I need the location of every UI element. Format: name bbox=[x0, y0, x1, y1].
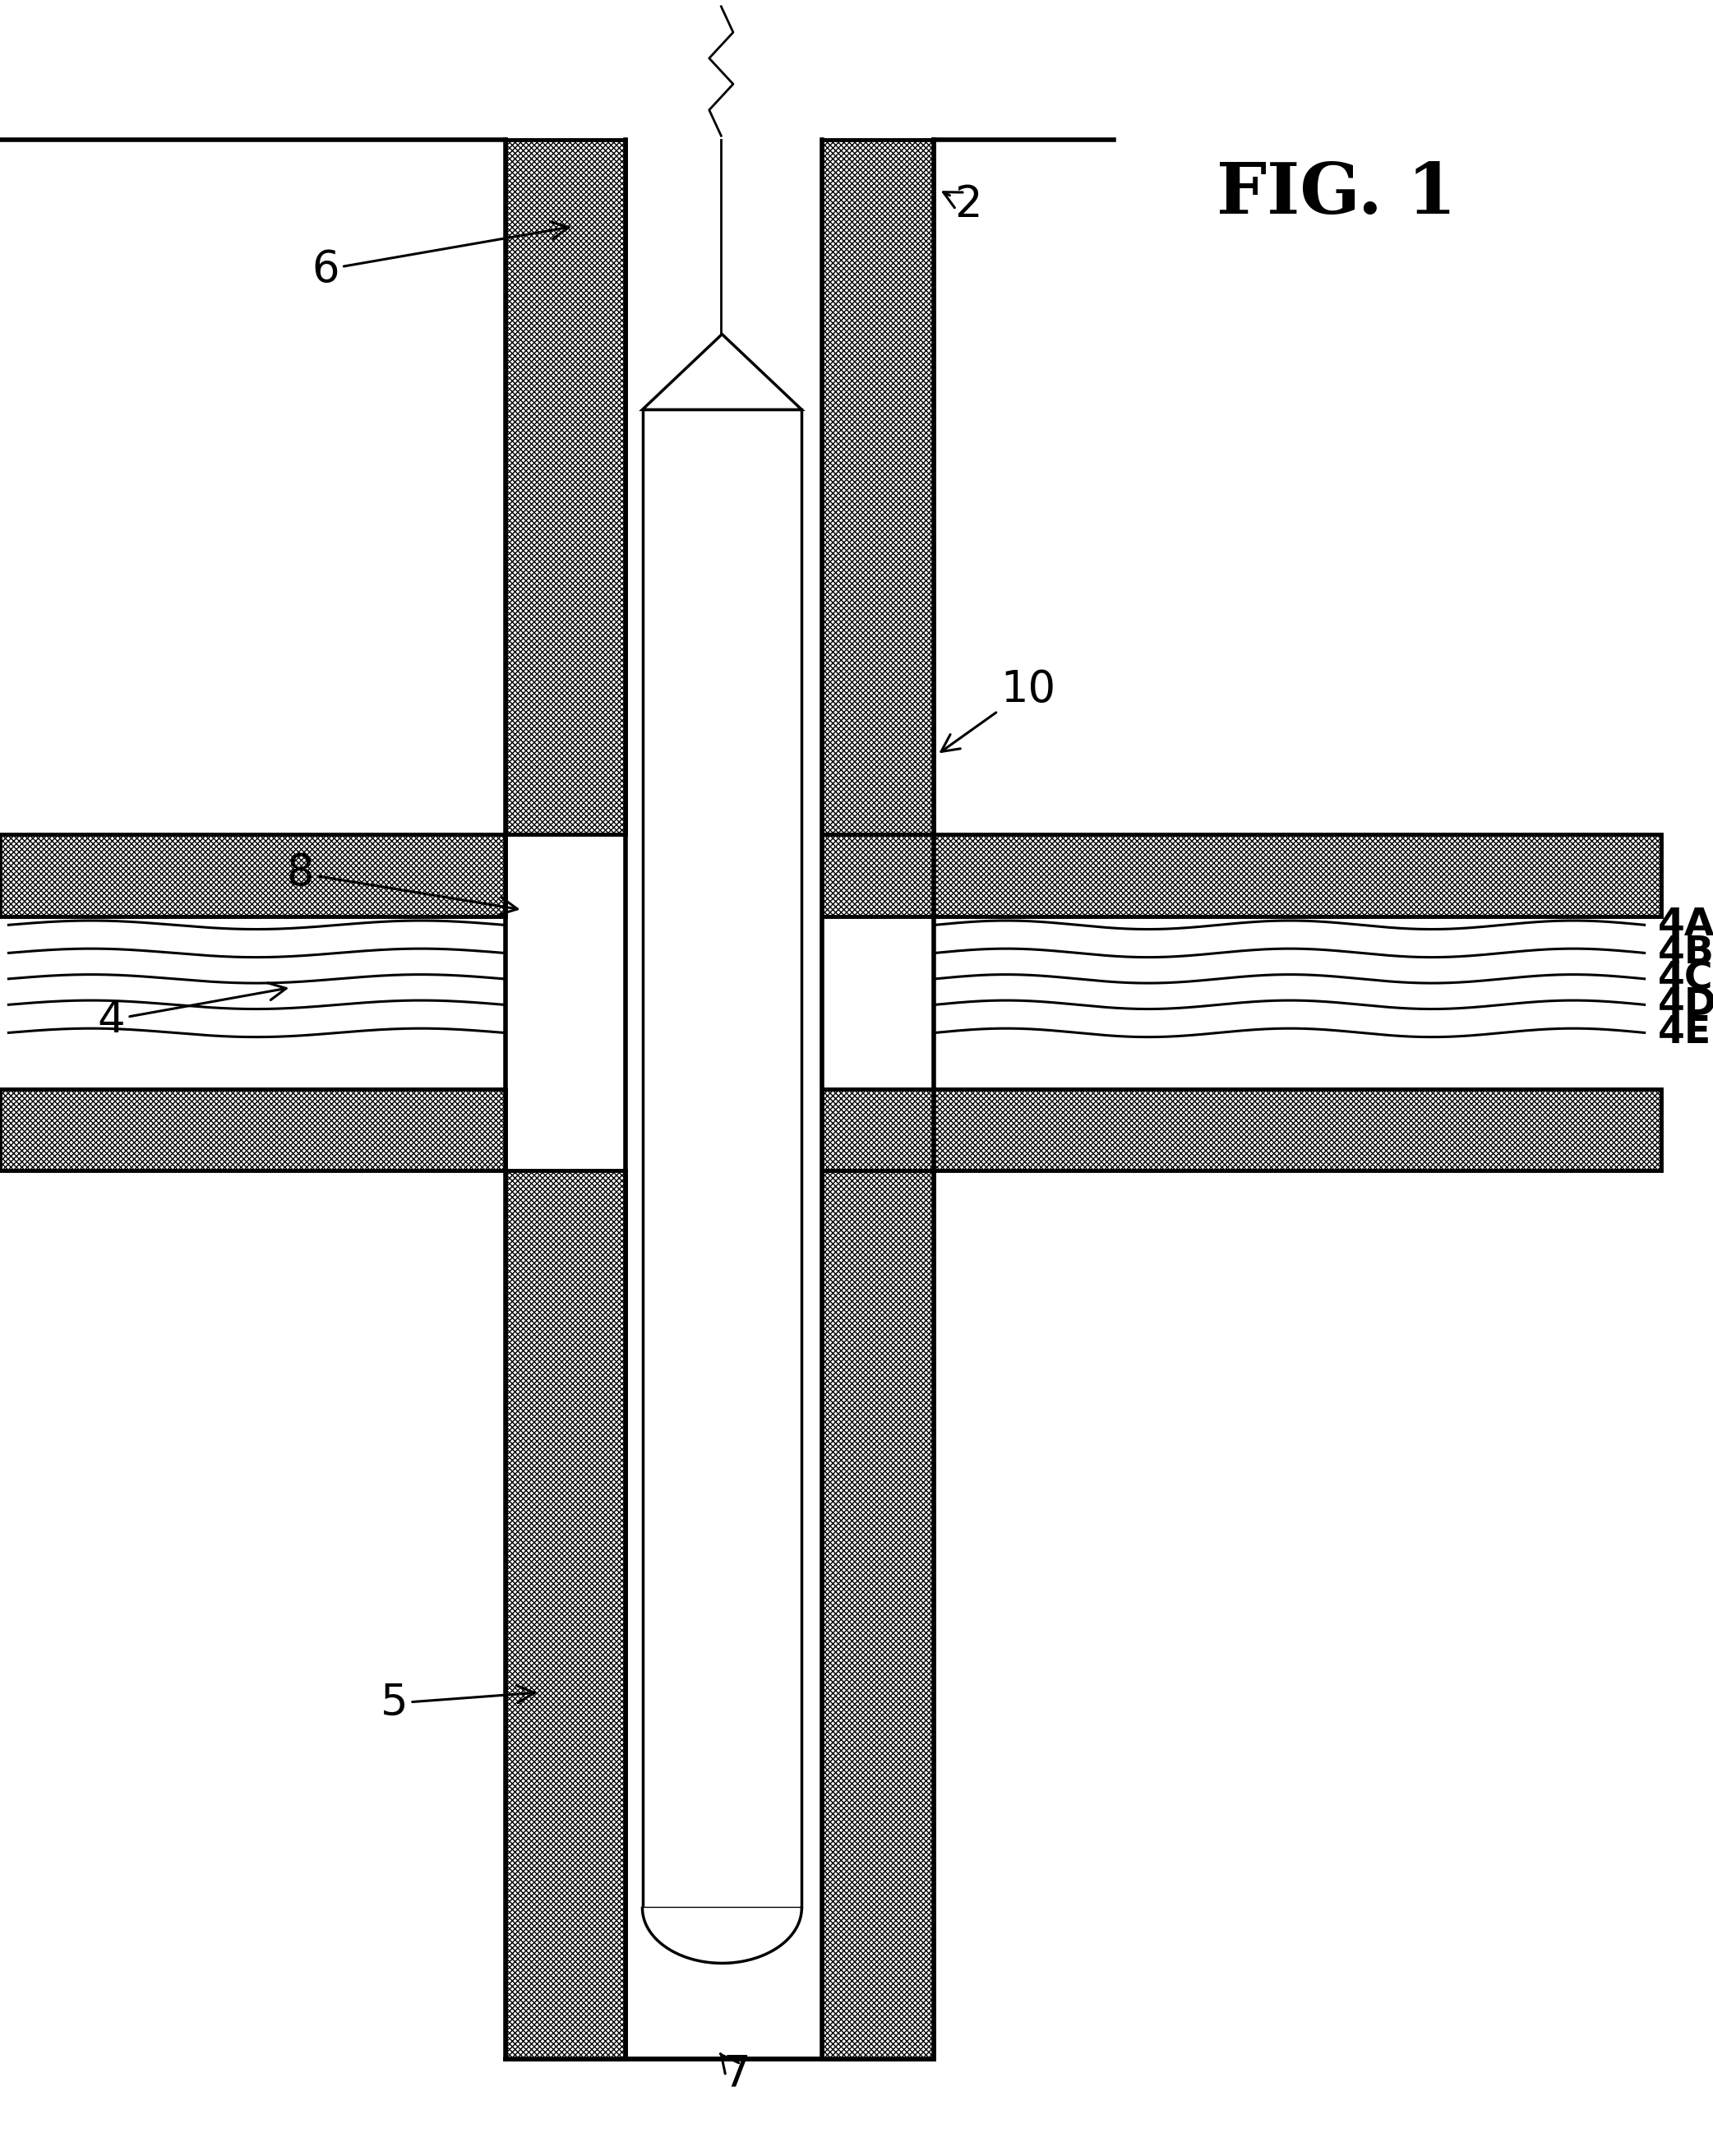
Text: 4E: 4E bbox=[1658, 1013, 1711, 1052]
Bar bbox=[0, 1089, 505, 1171]
Bar bbox=[0, 834, 505, 916]
Text: 7: 7 bbox=[721, 2053, 750, 2096]
Bar bbox=[642, 410, 802, 1908]
Polygon shape bbox=[642, 334, 802, 410]
Bar bbox=[0, 1089, 505, 1171]
Bar bbox=[822, 140, 934, 834]
Bar bbox=[822, 140, 934, 834]
Text: 4B: 4B bbox=[1658, 934, 1713, 972]
Text: 4: 4 bbox=[98, 983, 286, 1041]
Text: 5: 5 bbox=[380, 1682, 534, 1725]
Text: 2: 2 bbox=[944, 183, 982, 226]
Bar bbox=[822, 1171, 934, 2059]
Bar bbox=[505, 1171, 625, 2059]
Text: 4C: 4C bbox=[1658, 959, 1713, 998]
Bar bbox=[505, 140, 625, 834]
Text: 4A: 4A bbox=[1658, 906, 1713, 944]
Bar bbox=[822, 1089, 1662, 1171]
Text: 8: 8 bbox=[286, 852, 517, 914]
Bar bbox=[505, 1171, 625, 2059]
Bar bbox=[505, 140, 625, 834]
Bar bbox=[822, 1089, 1662, 1171]
Text: 10: 10 bbox=[940, 668, 1055, 752]
Bar bbox=[822, 834, 1662, 916]
Bar bbox=[822, 834, 1662, 916]
Text: 4D: 4D bbox=[1658, 985, 1713, 1024]
Text: 6: 6 bbox=[312, 222, 569, 291]
Bar bbox=[0, 834, 505, 916]
Text: FIG. 1: FIG. 1 bbox=[1216, 160, 1456, 229]
Bar bbox=[822, 1171, 934, 2059]
